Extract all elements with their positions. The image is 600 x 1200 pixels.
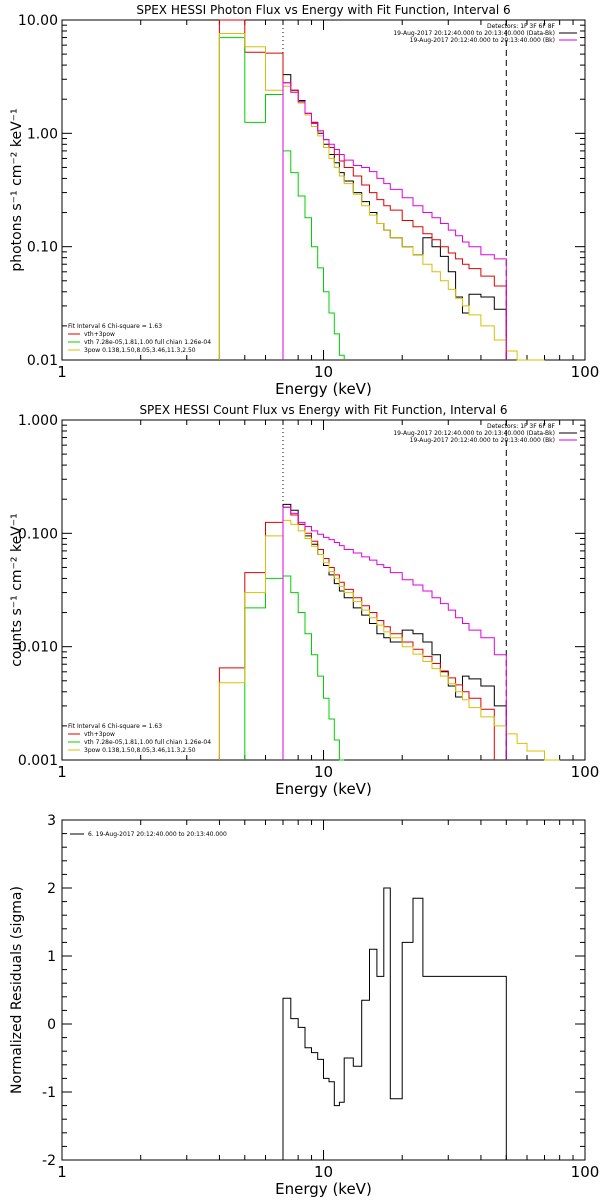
y-tick-label: 0.01 (27, 353, 58, 369)
y-tick-label: 1.00 (27, 126, 58, 142)
y-tick-label: 10.00 (18, 13, 58, 29)
legend-entry: vth 7.28e-05,1.81,1.00 full chian 1.26e-… (84, 739, 211, 746)
residuals-panel: 1 10 100 Energy (keV) -2 -1 0 1 2 3 Normalized Res… (9, 813, 599, 1198)
legend-entry: 6. 19-Aug-2017 20:12:40.000 to 20:13:40.… (88, 831, 227, 838)
x-axis-label: Energy (keV) (275, 1180, 372, 1198)
x-tick-label: 1 (57, 763, 67, 781)
legend-entry: 19-Aug-2017 20:12:40.000 to 20:13:40.000… (393, 430, 555, 437)
y-axis-label: photons s⁻¹ cm⁻² keV⁻¹ (9, 108, 25, 271)
series-3pow-line (218, 519, 560, 761)
y-tick-label: 0.001 (18, 753, 58, 769)
series-data-bk-line (282, 74, 507, 360)
series-bk-line (282, 506, 507, 760)
legend-entry: 19-Aug-2017 20:12:40.000 to 20:13:40.000… (393, 30, 555, 37)
photon-flux-panel: SPEX HESSI Photon Flux vs Energy with Fi… (9, 3, 599, 398)
x-tick-label: 100 (571, 1163, 600, 1181)
y-tick-label: 2 (47, 881, 56, 897)
x-tick-label: 100 (571, 363, 600, 381)
series-bk-line (282, 82, 507, 360)
legend-entry: Detectors: 1F 3F 6F 8F (487, 23, 556, 30)
y-tick-label: -2 (42, 1153, 56, 1169)
chart-title: SPEX HESSI Count Flux vs Energy with Fit… (139, 403, 507, 417)
y-tick-label: -1 (42, 1085, 56, 1101)
y-tick-label: 0.010 (18, 640, 58, 656)
y-tick-label: 0 (47, 1017, 56, 1033)
series-residuals-line (282, 887, 507, 1160)
x-tick-label: 1 (57, 1163, 67, 1181)
legend-entry: 19-Aug-2017 20:12:40.000 to 20:13:40.000… (410, 37, 555, 44)
series-vth-line (218, 37, 345, 360)
series-vth-line (244, 575, 345, 761)
y-axis-label: counts s⁻¹ cm⁻² keV⁻¹ (9, 513, 25, 667)
y-tick-label: 1.000 (18, 413, 58, 429)
series-data-bk-line (282, 503, 507, 760)
legend-entry: vth 7.28e-05,1.81,1.00 full chian 1.26e-… (84, 339, 211, 346)
series-vth-3pow-line (218, 19, 507, 360)
legend-entry: Fit Interval 6 Chi-square = 1.63 (68, 723, 162, 730)
x-tick-label: 10 (314, 763, 333, 781)
y-tick-label: 0.100 (18, 526, 58, 542)
series-3pow-line (218, 33, 545, 361)
legend-entry: 19-Aug-2017 20:12:40.000 to 20:13:40.000… (410, 437, 555, 444)
x-tick-label: 10 (314, 363, 333, 381)
legend-entry: 3pow 0.138,1.50,8.05,3.46,11.3,2.50 (84, 747, 196, 754)
legend-entry: Fit Interval 6 Chi-square = 1.63 (68, 323, 162, 330)
legend-entry: vth+3pow (84, 331, 115, 338)
y-tick-label: 1 (47, 949, 56, 965)
x-axis-label: Energy (keV) (275, 380, 372, 398)
legend-entry: Detectors: 1F 3F 6F 8F (487, 423, 556, 430)
x-tick-label: 1 (57, 363, 67, 381)
legend-entry: vth+3pow (84, 731, 115, 738)
chart-title: SPEX HESSI Photon Flux vs Energy with Fi… (136, 3, 510, 17)
y-tick-label: 0.10 (27, 240, 58, 256)
x-tick-label: 10 (314, 1163, 333, 1181)
x-tick-label: 100 (571, 763, 600, 781)
y-axis-label: Normalized Residuals (sigma) (9, 886, 25, 1094)
x-axis-label: Energy (keV) (275, 780, 372, 798)
count-flux-panel: SPEX HESSI Count Flux vs Energy with Fit… (9, 403, 599, 798)
legend-entry: 3pow 0.138,1.50,8.05,3.46,11.3,2.50 (84, 347, 196, 354)
y-tick-label: 3 (47, 813, 56, 829)
series-vth-3pow-line (218, 506, 495, 760)
